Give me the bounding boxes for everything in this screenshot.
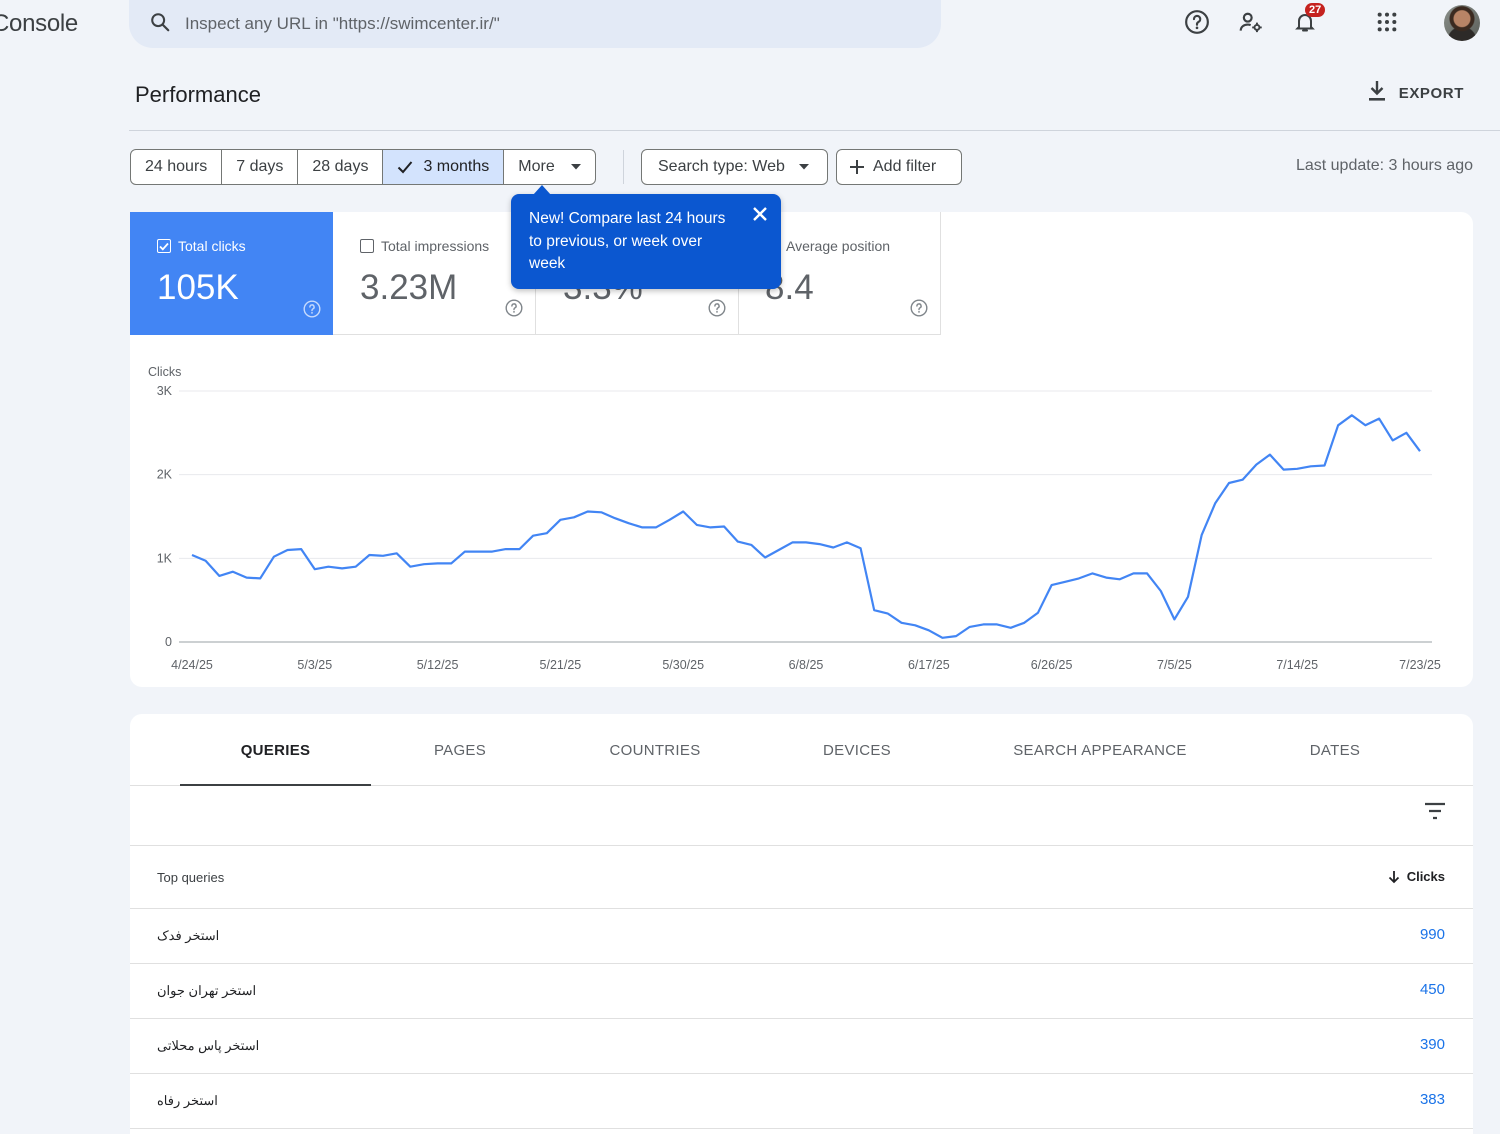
- metric-value: 3.23M: [360, 268, 458, 307]
- page-title: Performance: [135, 82, 261, 107]
- filter-rows-icon[interactable]: [1423, 800, 1447, 827]
- x-tick-label: 4/24/25: [171, 658, 213, 672]
- table-header: Top queries Clicks: [130, 845, 1473, 909]
- tab-dates[interactable]: DATES: [1309, 741, 1361, 759]
- checkbox-unchecked-icon[interactable]: [360, 239, 374, 253]
- search-type-label: Search type: Web: [658, 158, 785, 175]
- help-icon[interactable]: [910, 299, 928, 322]
- table-row[interactable]: استخر تهران جوان 450: [130, 964, 1473, 1019]
- more-label: More: [518, 158, 555, 175]
- x-tick-label: 6/8/25: [789, 658, 824, 672]
- dropdown-arrow-icon: [798, 164, 809, 170]
- table-row[interactable]: استخر فدک 990: [130, 909, 1473, 964]
- help-icon[interactable]: [1180, 5, 1214, 39]
- table-row[interactable]: استخر پاس محلاتی 390: [130, 1019, 1473, 1074]
- performance-card: Total clicks 105K Total impressions 3.23…: [130, 212, 1473, 687]
- clicks-header-label: Clicks: [1406, 869, 1445, 884]
- y-tick-label: 3K: [157, 384, 173, 398]
- account-avatar[interactable]: [1444, 5, 1480, 41]
- x-tick-label: 5/21/25: [540, 658, 582, 672]
- range-3-months[interactable]: 3 months: [383, 150, 505, 184]
- clicks-cell: 990: [1419, 926, 1445, 943]
- metric-label: Total impressions: [381, 238, 490, 254]
- x-tick-label: 6/26/25: [1031, 658, 1073, 672]
- header-divider: [129, 130, 1500, 131]
- manage-users-icon[interactable]: [1234, 5, 1268, 39]
- table-row[interactable]: استخر رفاه 383: [130, 1074, 1473, 1129]
- notifications-icon[interactable]: 27: [1288, 3, 1326, 39]
- clicks-series-line: [191, 414, 1421, 639]
- query-cell: استخر رفاه: [157, 1093, 218, 1108]
- dropdown-arrow-icon: [570, 164, 581, 170]
- metric-value: 105K: [157, 268, 239, 307]
- query-cell: استخر تهران جوان: [157, 983, 257, 998]
- compare-feature-tooltip: New! Compare last 24 hours to previous, …: [511, 185, 781, 289]
- metric-label: Average position: [786, 238, 891, 254]
- tab-search-appearance[interactable]: SEARCH APPEARANCE: [1013, 741, 1187, 759]
- range-24-hours[interactable]: 24 hours: [131, 150, 223, 184]
- export-label: EXPORT: [1398, 84, 1464, 102]
- plus-icon: [849, 159, 865, 175]
- help-icon[interactable]: [708, 299, 726, 322]
- report-table-card: QUERIES PAGES COUNTRIES DEVICES SEARCH A…: [130, 714, 1473, 1134]
- url-inspect-search[interactable]: [129, 0, 941, 48]
- tab-pages[interactable]: PAGES: [433, 741, 487, 759]
- clicks-cell: 383: [1419, 1091, 1445, 1108]
- metric-label: Total clicks: [178, 238, 246, 254]
- x-tick-label: 5/12/25: [417, 658, 459, 672]
- filter-divider: [623, 150, 624, 184]
- range-28-days[interactable]: 28 days: [298, 150, 384, 184]
- tab-queries[interactable]: QUERIES: [180, 714, 371, 786]
- x-tick-label: 5/3/25: [297, 658, 332, 672]
- tooltip-text: New! Compare last 24 hours to previous, …: [529, 210, 726, 272]
- range-more-dropdown[interactable]: More: [504, 150, 594, 184]
- tab-devices[interactable]: DEVICES: [823, 741, 891, 759]
- column-header-clicks[interactable]: Clicks: [1387, 869, 1445, 884]
- clicks-cell: 390: [1419, 1036, 1445, 1053]
- clicks-line-chart: Clicks 0 1K 2K 3K 4/24/25 5/3/25 5/12/25 5/21/2…: [148, 365, 1441, 672]
- add-filter-button[interactable]: Add filter: [836, 149, 962, 185]
- x-tick-label: 7/23/25: [1399, 658, 1441, 672]
- add-filter-label: Add filter: [873, 158, 937, 175]
- clicks-cell: 450: [1419, 981, 1445, 998]
- column-header-top-queries: Top queries: [157, 870, 225, 885]
- apps-grid-icon[interactable]: [1370, 5, 1404, 39]
- help-icon[interactable]: [303, 300, 321, 323]
- checkbox-checked-icon[interactable]: [157, 239, 171, 253]
- metric-total-impressions[interactable]: Total impressions 3.23M: [333, 212, 536, 335]
- query-cell: استخر پاس محلاتی: [157, 1038, 260, 1053]
- last-update-text: Last update: 3 hours ago: [1295, 157, 1473, 174]
- notification-count-badge: 27: [1305, 3, 1326, 17]
- y-tick-label: 0: [165, 635, 172, 649]
- download-icon: [1367, 80, 1387, 106]
- y-tick-label: 2K: [157, 468, 173, 482]
- chart-y-axis-label: Clicks: [148, 365, 181, 379]
- range-7-days[interactable]: 7 days: [222, 150, 299, 184]
- y-tick-label: 1K: [157, 551, 173, 565]
- check-icon: [397, 160, 413, 174]
- sort-descending-icon: [1387, 870, 1401, 884]
- app-brand[interactable]: Console: [0, 10, 78, 37]
- date-range-selector: 24 hours 7 days 28 days 3 months More: [130, 149, 596, 185]
- search-icon: [149, 11, 171, 38]
- report-tabs: QUERIES PAGES COUNTRIES DEVICES SEARCH A…: [130, 714, 1473, 786]
- export-button[interactable]: EXPORT: [1367, 80, 1464, 106]
- x-tick-label: 5/30/25: [662, 658, 704, 672]
- url-inspect-input[interactable]: [185, 14, 885, 34]
- tab-countries[interactable]: COUNTRIES: [609, 741, 701, 759]
- x-tick-label: 6/17/25: [908, 658, 950, 672]
- close-icon[interactable]: [753, 206, 767, 229]
- x-tick-label: 7/5/25: [1157, 658, 1192, 672]
- metric-total-clicks[interactable]: Total clicks 105K: [130, 212, 333, 335]
- range-3-months-label: 3 months: [423, 158, 490, 175]
- query-cell: استخر فدک: [157, 928, 220, 943]
- x-tick-label: 7/14/25: [1276, 658, 1318, 672]
- search-type-filter[interactable]: Search type: Web: [641, 149, 828, 185]
- help-icon[interactable]: [505, 299, 523, 322]
